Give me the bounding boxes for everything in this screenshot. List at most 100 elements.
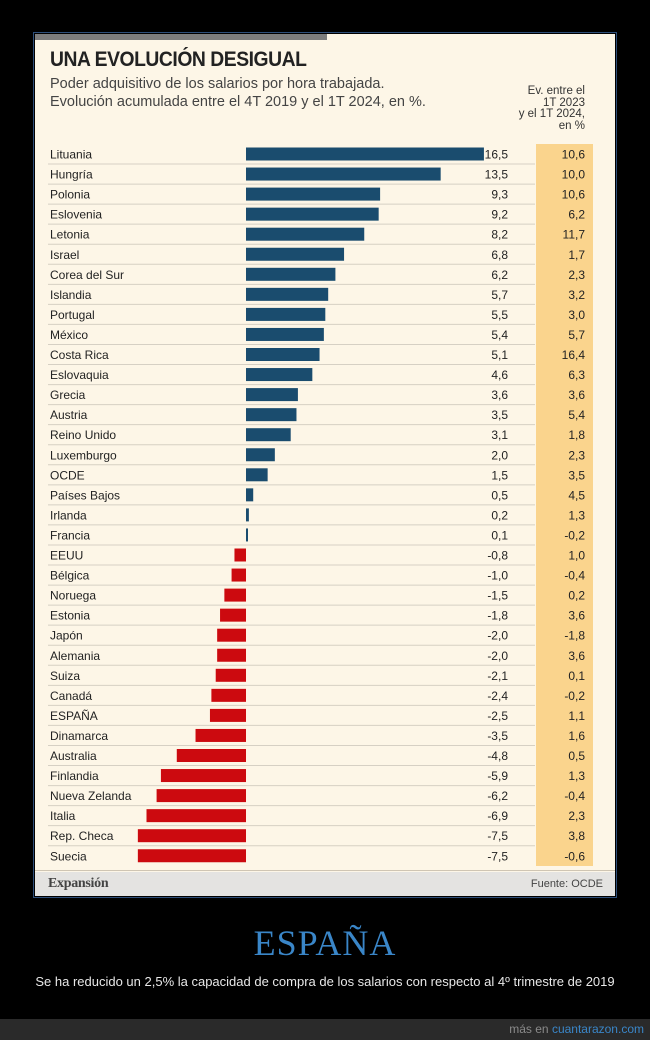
category-label: Islandia <box>50 288 92 302</box>
bar-chart: Lituania 16,5 10,6 Hungría 13,5 10,0 Polonia 9,… <box>48 147 586 863</box>
infographic-frame <box>33 32 617 898</box>
category-label: Eslovaquia <box>50 368 109 382</box>
value-label: -4,8 <box>487 749 508 763</box>
secondary-value-label: 10,6 <box>562 188 586 202</box>
bar <box>246 388 298 402</box>
site-bar: más en cuantarazon.com <box>0 1019 650 1040</box>
chart-title: UNA EVOLUCIÓN DESIGUAL <box>50 48 307 71</box>
card-footer: Expansión Fuente: OCDE <box>35 872 615 896</box>
secondary-value-label: -0,2 <box>564 528 585 542</box>
bar <box>246 428 291 442</box>
category-label: Hungría <box>50 168 93 182</box>
bar <box>211 688 246 702</box>
category-label: Estonia <box>50 609 90 623</box>
bar <box>246 167 441 181</box>
category-label: Austria <box>50 408 88 422</box>
secondary-value-label: 1,0 <box>568 549 585 563</box>
value-label: 16,5 <box>485 148 509 162</box>
bar <box>215 668 246 682</box>
secondary-value-label: 1,3 <box>568 769 585 783</box>
bar <box>156 789 246 803</box>
value-label: -1,8 <box>487 609 508 623</box>
value-label: 1,5 <box>491 468 508 482</box>
secondary-column-header: Ev. entre el 1T 2023 y el 1T 2024, en % <box>505 85 585 132</box>
value-label: 6,2 <box>491 268 508 282</box>
value-label: 9,3 <box>491 188 508 202</box>
bar <box>146 809 246 823</box>
category-label: Israel <box>50 248 79 262</box>
value-label: 6,8 <box>491 248 508 262</box>
bar <box>224 588 246 602</box>
category-label: Irlanda <box>50 508 87 522</box>
secondary-header-line1: Ev. entre el <box>527 85 585 97</box>
category-label: Bélgica <box>50 569 90 583</box>
bar <box>246 287 329 301</box>
category-label: EEUU <box>50 549 83 563</box>
category-label: Suecia <box>50 849 87 863</box>
category-label: Países Bajos <box>50 488 120 502</box>
bar <box>246 348 320 361</box>
bar <box>246 468 268 482</box>
secondary-value-label: 0,5 <box>568 749 585 763</box>
secondary-value-label: -0,4 <box>564 569 585 583</box>
bar <box>246 307 326 321</box>
secondary-value-label: 2,3 <box>568 268 585 282</box>
site-credit: más en cuantarazon.com <box>509 1022 644 1036</box>
bar <box>231 568 246 582</box>
bar <box>246 408 297 422</box>
value-label: 13,5 <box>485 168 509 182</box>
infographic-card: UNA EVOLUCIÓN DESIGUAL Poder adquisitivo… <box>35 34 615 896</box>
value-label: 9,2 <box>491 208 508 222</box>
bar <box>137 849 246 863</box>
secondary-value-label: 3,0 <box>568 308 585 322</box>
bar <box>217 648 246 662</box>
value-label: -0,8 <box>487 549 508 563</box>
value-label: 3,1 <box>491 428 508 442</box>
bar <box>217 628 246 642</box>
category-label: Japón <box>50 629 83 643</box>
value-label: -1,0 <box>487 569 508 583</box>
source-note: Fuente: OCDE <box>530 878 603 890</box>
bar <box>246 368 313 382</box>
value-label: 3,6 <box>491 388 508 402</box>
secondary-value-label: 3,5 <box>568 468 585 482</box>
bar <box>246 247 345 261</box>
category-label: Luxemburgo <box>50 448 117 462</box>
secondary-value-label: -0,2 <box>564 689 585 703</box>
value-label: -2,1 <box>487 669 508 683</box>
bar <box>209 708 246 722</box>
category-label: Dinamarca <box>50 729 108 743</box>
category-label: Grecia <box>50 388 86 402</box>
bar <box>246 227 365 241</box>
value-label: 5,5 <box>491 308 508 322</box>
value-label: -2,0 <box>487 629 508 643</box>
secondary-value-label: 4,5 <box>568 488 585 502</box>
secondary-value-label: 5,7 <box>568 328 585 342</box>
category-label: ESPAÑA <box>50 709 98 723</box>
value-label: -6,9 <box>487 809 508 823</box>
secondary-value-label: 0,1 <box>568 669 585 683</box>
site-link[interactable]: cuantarazon.com <box>551 1022 644 1036</box>
category-label: Australia <box>50 749 97 763</box>
category-label: Noruega <box>50 589 96 603</box>
category-label: Portugal <box>50 308 95 322</box>
value-label: 4,6 <box>491 368 508 382</box>
category-label: Nueva Zelanda <box>50 789 132 803</box>
value-label: 2,0 <box>491 448 508 462</box>
secondary-value-label: 1,3 <box>568 508 585 522</box>
category-label: OCDE <box>50 468 85 482</box>
value-label: -7,5 <box>487 829 508 843</box>
chart-subtitle-line1: Poder adquisitivo de los salarios por ho… <box>50 76 385 92</box>
secondary-column-highlight <box>536 144 593 866</box>
category-label: Italia <box>50 809 76 823</box>
category-label: Eslovenia <box>50 208 102 222</box>
value-label: 5,7 <box>491 288 508 302</box>
bar <box>246 528 248 542</box>
secondary-value-label: 2,3 <box>568 809 585 823</box>
secondary-value-label: 6,3 <box>568 368 585 382</box>
category-label: Corea del Sur <box>50 268 124 282</box>
bar <box>246 327 324 341</box>
secondary-value-label: 16,4 <box>562 348 586 362</box>
value-label: -2,0 <box>487 649 508 663</box>
value-label: 0,5 <box>491 488 508 502</box>
